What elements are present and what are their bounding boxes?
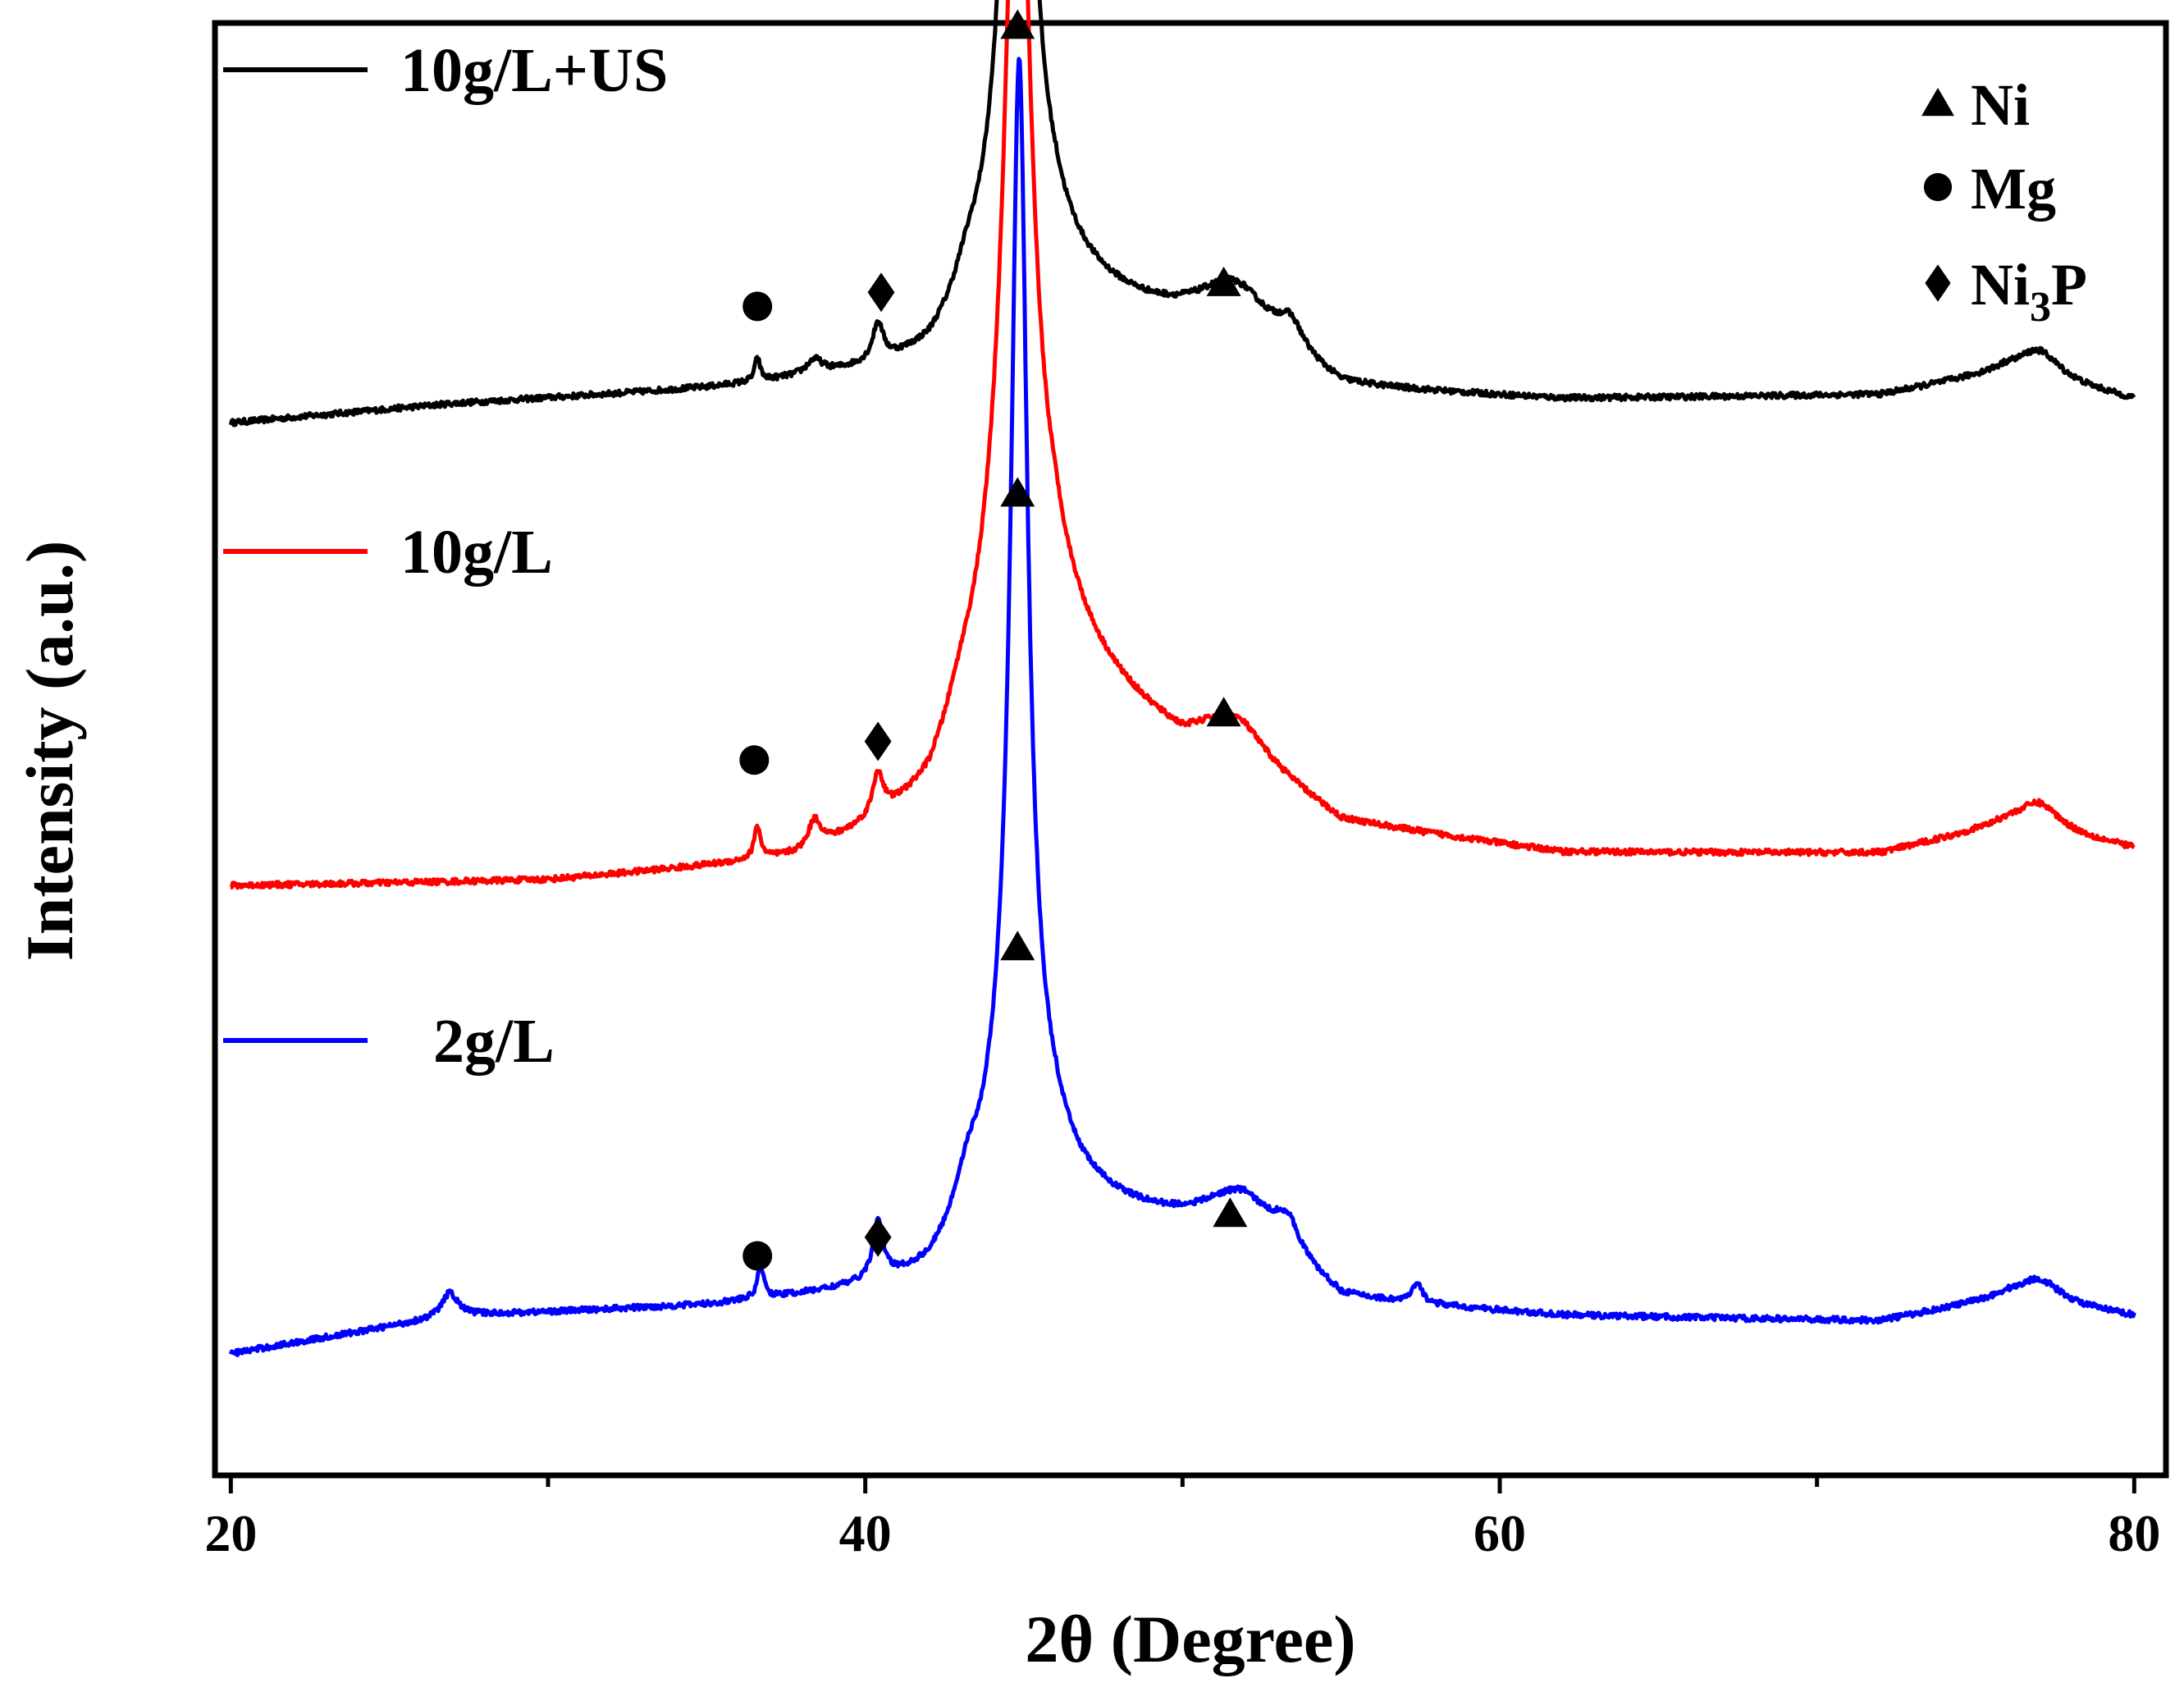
diamond-marker — [864, 1217, 892, 1257]
series-legend: 10g/L+US 10g/L 2g/L — [223, 36, 668, 1076]
series-legend-label: 2g/L — [433, 1007, 555, 1076]
series-line-10g-l — [230, 0, 2136, 890]
triangle-marker — [1213, 1197, 1248, 1228]
series-legend-label: 10g/L+US — [400, 36, 668, 105]
phase-legend: Ni Mg Ni3P — [1921, 72, 2087, 331]
triangle-marker — [1206, 697, 1241, 727]
circle-marker — [742, 1241, 773, 1271]
x-tick-label: 80 — [2108, 1504, 2160, 1562]
x-axis-label: 2θ (Degree) — [1025, 1602, 1355, 1676]
series-line-10g-l-us — [228, 0, 2136, 428]
x-axis: 20 40 60 80 — [204, 1475, 2160, 1562]
x-tick-label: 20 — [204, 1504, 257, 1562]
circle-marker — [739, 745, 770, 775]
circle-marker — [742, 291, 773, 322]
circle-marker — [1923, 172, 1953, 202]
triangle-marker — [1206, 266, 1241, 296]
phase-legend-label: Mg — [1971, 156, 2056, 222]
peak-markers — [739, 9, 1248, 1271]
series-line-2g-l — [228, 57, 2136, 1357]
triangle-marker — [1000, 931, 1035, 961]
diamond-marker — [1925, 264, 1951, 302]
diamond-marker — [867, 272, 895, 313]
phase-legend-label: Ni3P — [1971, 252, 2087, 331]
x-tick-label: 60 — [1474, 1504, 1526, 1562]
y-axis-label: Intensity (a.u.) — [12, 541, 87, 962]
triangle-marker — [1000, 477, 1035, 507]
phase-legend-label: Ni — [1971, 72, 2030, 138]
triangle-marker — [1000, 9, 1035, 39]
series-layer — [228, 0, 2136, 1357]
diamond-marker — [864, 721, 892, 761]
series-legend-label: 10g/L — [400, 518, 553, 587]
triangle-marker — [1921, 88, 1954, 117]
plot-frame — [212, 20, 2169, 1479]
x-tick-label: 40 — [839, 1504, 892, 1562]
